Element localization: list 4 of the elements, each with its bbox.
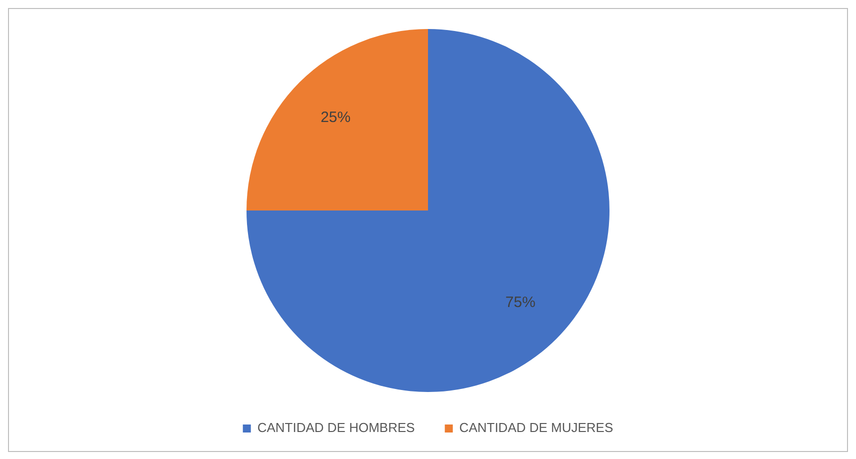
data-label: 75%: [505, 294, 536, 312]
legend-label: CANTIDAD DE HOMBRES: [257, 420, 416, 436]
legend-label: CANTIDAD DE MUJERES: [459, 420, 614, 436]
data-label: 25%: [320, 109, 351, 126]
